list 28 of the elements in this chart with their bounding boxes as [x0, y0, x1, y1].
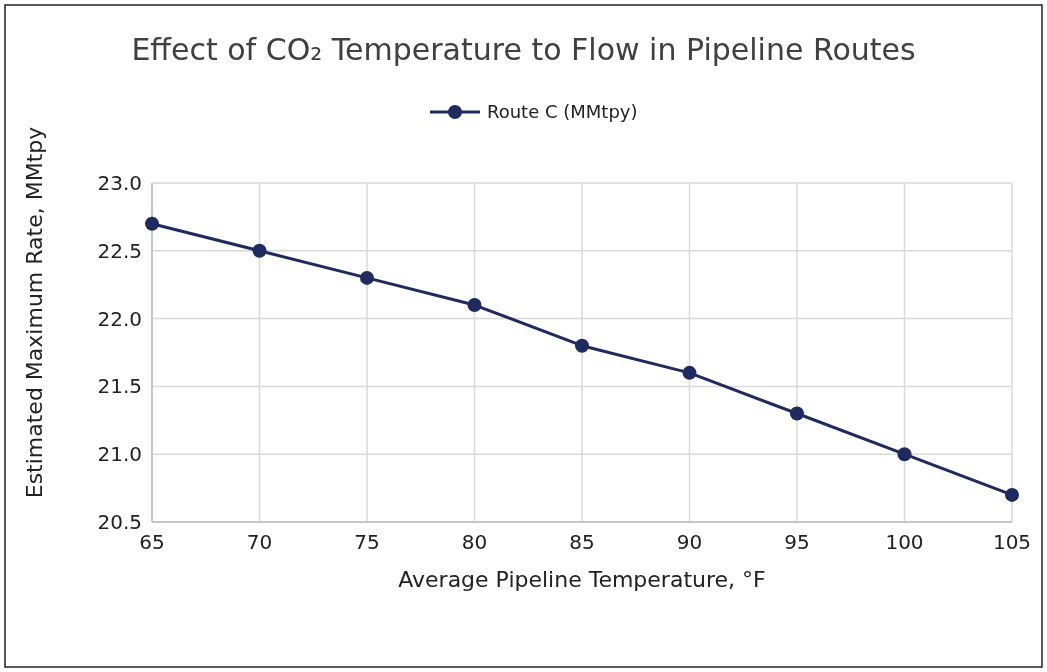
x-tick-label: 65: [139, 530, 165, 554]
point: [1005, 487, 1019, 502]
point: [145, 216, 159, 231]
x-tick-label: 70: [246, 530, 273, 554]
point: [682, 365, 697, 380]
x-tick-label: 75: [354, 530, 380, 554]
y-tick-label: 20.5: [97, 510, 142, 534]
chart-title: Effect of CO₂ Temperature to Flow in Pipeline Routes: [131, 32, 916, 67]
x-tick-label: 90: [676, 530, 703, 554]
x-tick-label: 100: [885, 530, 924, 554]
x-tick-label: 80: [461, 530, 488, 554]
point: [252, 243, 267, 258]
point: [897, 447, 912, 462]
y-tick-label: 21.0: [97, 442, 142, 467]
point: [575, 338, 589, 353]
y-axis-title: Estimated Maximum Rate, MMtpy: [22, 126, 47, 499]
y-tick-label: 23.0: [97, 171, 142, 195]
legend-label: Route C (MMtpy): [487, 101, 638, 123]
y-tick-label: 22.5: [97, 238, 142, 263]
x-axis-title: Average Pipeline Temperature, °F: [398, 567, 766, 592]
point: [790, 406, 804, 421]
y-tick-label: 21.5: [97, 374, 142, 399]
x-tick-label: 85: [569, 530, 595, 554]
x-tick-label: 105: [992, 530, 1032, 554]
y-tick-label: 22.0: [97, 306, 142, 331]
point: [360, 270, 374, 285]
point: [467, 298, 482, 313]
x-tick-label: 95: [784, 530, 810, 554]
